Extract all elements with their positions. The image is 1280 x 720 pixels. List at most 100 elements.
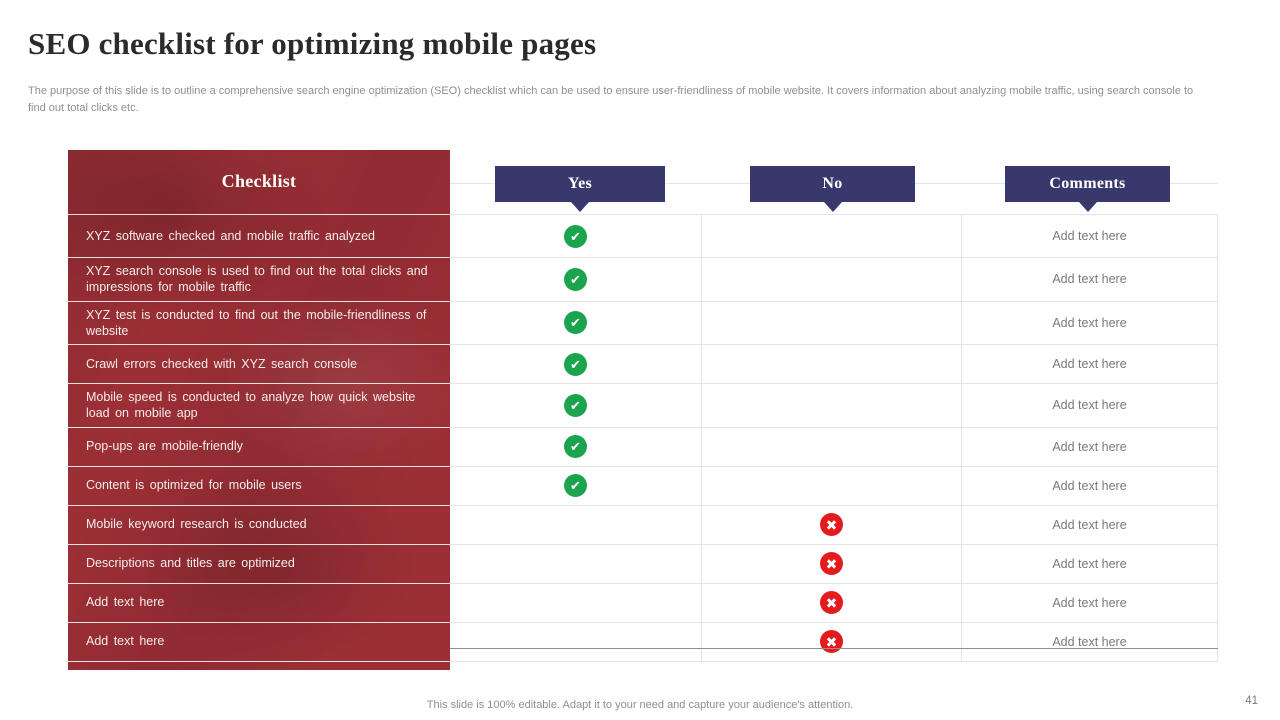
seo-checklist-table: Checklist Yes No Comments XYZ software c… [68,150,1218,670]
column-header-comments: Comments [1005,166,1170,212]
comment-placeholder[interactable]: Add text here [1052,595,1127,610]
table-header-row: Checklist Yes No Comments [68,150,1218,214]
checklist-item-text: XYZ search console is used to find out t… [86,264,428,295]
comment-placeholder[interactable]: Add text here [1052,398,1127,413]
column-header-yes-label: Yes [567,175,592,192]
comment-placeholder[interactable]: Add text here [1052,634,1127,649]
checklist-item-text[interactable]: Add text here [86,634,165,649]
checklist-item-text: Mobile keyword research is conducted [86,517,307,532]
yes-cell [450,505,702,545]
comment-cell: Add text here [962,505,1218,545]
no-cell [702,258,962,302]
checklist-item-text: XYZ test is conducted to find out the mo… [86,307,427,338]
comment-placeholder[interactable]: Add text here [1052,439,1127,454]
no-cell: ✖ [702,544,962,584]
badge-pointer-icon [823,202,842,212]
comment-cell: Add text here [962,214,1218,258]
column-header-comments-label: Comments [1049,175,1126,192]
badge-pointer-icon [571,202,589,212]
no-cell [702,466,962,506]
checklist-item-label: Descriptions and titles are optimized [68,545,450,584]
no-cell [702,384,962,428]
checklist-item-label: XYZ software checked and mobile traffic … [68,214,450,258]
table-row: Mobile keyword research is conducted ✖ Add… [68,505,1218,545]
table-bottom-border [450,648,1218,649]
checklist-item-label: Pop-ups are mobile-friendly [68,428,450,467]
yes-cell [450,622,702,662]
comment-placeholder[interactable]: Add text here [1052,478,1127,493]
comment-placeholder[interactable]: Add text here [1052,357,1127,371]
cross-icon: ✖ [820,630,843,653]
table-row: Pop-ups are mobile-friendly ✔ Add text her… [68,427,1218,467]
yes-cell: ✔ [450,427,702,467]
table-row: Mobile speed is conducted to analyze how… [68,384,1218,428]
checklist-item-label: XYZ test is conducted to find out the mo… [68,302,450,345]
yes-cell: ✔ [450,384,702,428]
comment-cell: Add text here [962,345,1218,384]
checklist-item-text: Descriptions and titles are optimized [86,556,295,571]
table-row: XYZ search console is used to find out t… [68,258,1218,302]
checklist-item-label[interactable]: Add text here [68,584,450,623]
comment-cell: Add text here [962,258,1218,302]
yes-cell [450,544,702,584]
check-icon: ✔ [564,267,587,291]
no-cell: ✖ [702,505,962,545]
check-icon: ✔ [564,393,587,417]
comment-placeholder[interactable]: Add text here [1052,315,1127,330]
page-number: 41 [1245,695,1258,707]
comment-placeholder[interactable]: Add text here [1052,229,1127,243]
no-cell [702,427,962,467]
page-title: SEO checklist for optimizing mobile page… [28,26,597,61]
check-icon: ✔ [564,224,587,248]
cross-icon: ✖ [820,591,843,614]
no-cell [702,345,962,384]
table-row: Descriptions and titles are optimized ✖ Ad… [68,544,1218,584]
no-cell: ✖ [702,583,962,623]
check-icon: ✔ [564,435,587,458]
checklist-item-label[interactable]: Add text here [68,623,450,662]
check-icon: ✔ [564,474,587,497]
checklist-item-label: Content is optimized for mobile users [68,467,450,506]
column-header-yes: Yes [495,166,665,212]
comment-placeholder[interactable]: Add text here [1052,272,1127,287]
column-header-no: No [750,166,915,212]
table-row: XYZ test is conducted to find out the mo… [68,301,1218,345]
cross-icon: ✖ [820,513,843,536]
checklist-item-text[interactable]: Add text here [86,595,165,610]
checklist-item-text: Mobile speed is conducted to analyze how… [86,390,416,421]
comment-cell: Add text here [962,301,1218,345]
no-cell: ✖ [702,622,962,662]
comment-cell: Add text here [962,583,1218,623]
checklist-item-text: Crawl errors checked with XYZ search con… [86,356,358,371]
check-icon: ✔ [564,352,587,376]
comment-placeholder[interactable]: Add text here [1052,517,1127,532]
comment-cell: Add text here [962,427,1218,467]
yes-cell: ✔ [450,214,702,258]
no-cell [702,214,962,258]
comment-cell: Add text here [962,466,1218,506]
check-icon: ✔ [564,311,587,335]
no-cell [702,301,962,345]
cross-icon: ✖ [820,552,843,575]
yes-cell: ✔ [450,301,702,345]
slide-description: The purpose of this slide is to outline … [28,85,1194,115]
checklist-item-text: XYZ software checked and mobile traffic … [86,228,375,243]
yes-cell: ✔ [450,258,702,302]
table-row: Add text here ✖ Add text here [68,622,1218,662]
column-header-no-label: No [822,175,843,192]
comment-placeholder[interactable]: Add text here [1052,556,1127,571]
comment-cell: Add text here [962,622,1218,662]
comment-cell: Add text here [962,544,1218,584]
table-row: XYZ software checked and mobile traffic … [68,214,1218,258]
yes-cell: ✔ [450,466,702,506]
table-rows: XYZ software checked and mobile traffic … [68,214,1218,662]
table-row: Add text here ✖ Add text here [68,583,1218,623]
checklist-item-text: Content is optimized for mobile users [86,478,302,493]
checklist-item-label: Mobile keyword research is conducted [68,506,450,545]
comment-cell: Add text here [962,384,1218,428]
slide-footer-note: This slide is 100% editable. Adapt it to… [426,699,854,711]
yes-cell [450,583,702,623]
column-header-checklist: Checklist [221,171,297,191]
checklist-item-label: XYZ search console is used to find out t… [68,258,450,302]
